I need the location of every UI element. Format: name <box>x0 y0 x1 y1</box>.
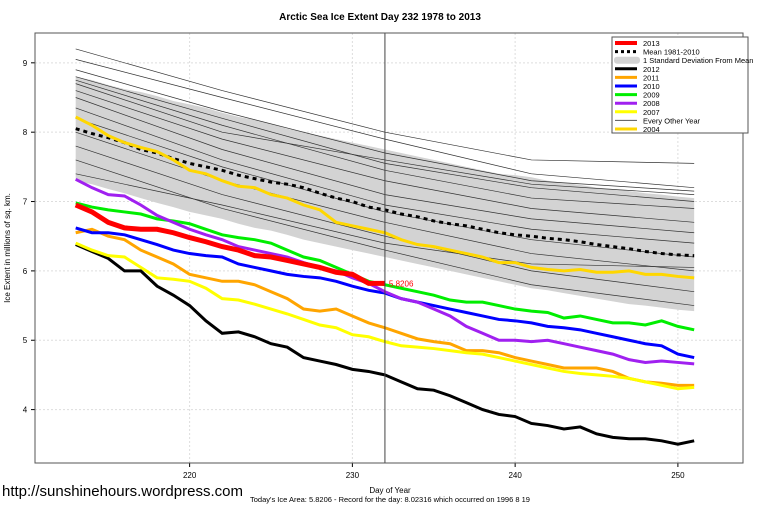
y-tick-label: 4 <box>23 406 28 415</box>
legend-label: 2007 <box>643 108 660 117</box>
legend-label: 1 Standard Deviation From Mean <box>643 56 753 65</box>
y-tick-label: 7 <box>23 198 28 207</box>
legend-label: 2004 <box>643 125 660 134</box>
source-url[interactable]: http://sunshinehours.wordpress.com <box>2 483 243 500</box>
y-axis-label: Ice Extent in millions of sq. km. <box>3 193 12 303</box>
series-2013 <box>74 202 385 286</box>
y-tick-label: 5 <box>23 336 28 345</box>
legend-label: 2010 <box>643 82 660 91</box>
legend-label: Every Other Year <box>643 116 701 125</box>
x-tick-label: 240 <box>508 471 522 480</box>
legend-label: 2009 <box>643 91 660 100</box>
legend-swatch <box>614 56 640 64</box>
footer-note: Today's Ice Area: 5.8206 - Record for th… <box>250 495 530 504</box>
x-tick-label: 250 <box>671 471 685 480</box>
legend-label: 2012 <box>643 65 660 74</box>
y-tick-label: 6 <box>23 267 28 276</box>
x-axis-label: Day of Year <box>369 486 411 495</box>
x-tick-label: 230 <box>346 471 360 480</box>
chart-title: Arctic Sea Ice Extent Day 232 1978 to 20… <box>279 12 481 23</box>
plot-border <box>34 32 744 464</box>
legend-label: 2013 <box>643 39 660 48</box>
current-value-label: 5.8206 <box>389 279 414 288</box>
legend-label: 2011 <box>643 73 659 82</box>
y-tick-label: 8 <box>23 128 28 137</box>
x-tick-label: 220 <box>183 471 197 480</box>
legend-label: Mean 1981-2010 <box>643 48 700 57</box>
plot-area: 220 230 240 250 4 5 6 7 8 9 5.8206 <box>23 32 744 480</box>
y-tick-label: 9 <box>23 59 28 68</box>
legend-label: 2008 <box>643 99 660 108</box>
